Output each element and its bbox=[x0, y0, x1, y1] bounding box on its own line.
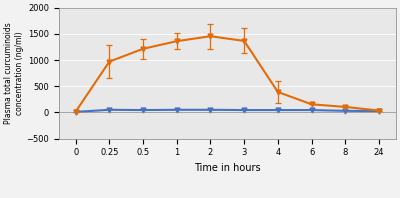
Line: Turmeric Extract 95%: Turmeric Extract 95% bbox=[73, 107, 382, 114]
Turmeric Extract 95% bbox=[73, 111, 78, 113]
Turmeric Extract 95% bbox=[276, 109, 280, 111]
Legend: Turmeric Extract 95%, Next Generation Ultrasol Curcumin 20%: Turmeric Extract 95%, Next Generation Ul… bbox=[82, 197, 373, 198]
Turmeric Extract 95% bbox=[107, 109, 112, 111]
Turmeric Extract 95% bbox=[309, 109, 314, 111]
Turmeric Extract 95% bbox=[208, 109, 213, 111]
X-axis label: Time in hours: Time in hours bbox=[194, 163, 261, 173]
Turmeric Extract 95% bbox=[242, 109, 246, 111]
Turmeric Extract 95% bbox=[376, 110, 381, 112]
Y-axis label: Plasma total curcuminoids
concentration (ng/ml): Plasma total curcuminoids concentration … bbox=[4, 22, 24, 124]
Turmeric Extract 95% bbox=[174, 109, 179, 111]
Turmeric Extract 95% bbox=[343, 110, 348, 112]
Turmeric Extract 95% bbox=[141, 109, 146, 111]
